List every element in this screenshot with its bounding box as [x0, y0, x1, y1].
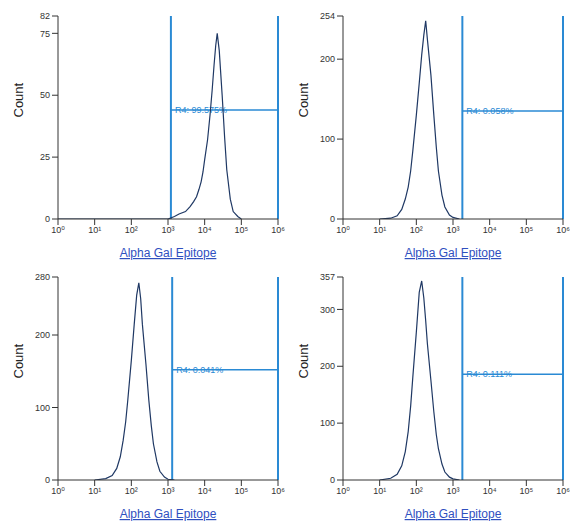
svg-text:100: 100 — [35, 403, 50, 413]
svg-text:10⁴: 10⁴ — [198, 225, 212, 235]
svg-text:200: 200 — [35, 330, 50, 340]
svg-text:82: 82 — [40, 11, 50, 21]
svg-text:10³: 10³ — [446, 486, 459, 496]
svg-text:10¹: 10¹ — [88, 225, 101, 235]
svg-text:Alpha Gal Epitope: Alpha Gal Epitope — [405, 507, 502, 521]
svg-text:10⁶: 10⁶ — [271, 486, 285, 496]
svg-text:10⁶: 10⁶ — [556, 225, 570, 235]
svg-text:Count: Count — [296, 343, 311, 378]
svg-text:100: 100 — [320, 134, 335, 144]
svg-text:10⁵: 10⁵ — [234, 486, 248, 496]
svg-text:10⁵: 10⁵ — [519, 486, 533, 496]
svg-text:10⁰: 10⁰ — [51, 486, 65, 496]
svg-text:200: 200 — [320, 54, 335, 64]
svg-text:Alpha Gal Epitope: Alpha Gal Epitope — [405, 246, 502, 260]
svg-text:R4: 0.041%: R4: 0.041% — [176, 365, 223, 375]
svg-text:R4: 0.111%: R4: 0.111% — [466, 369, 512, 379]
svg-text:Count: Count — [296, 82, 311, 117]
svg-text:R4: 99.575%: R4: 99.575% — [175, 105, 227, 115]
svg-text:10⁵: 10⁵ — [519, 225, 533, 235]
svg-text:10³: 10³ — [446, 225, 459, 235]
svg-text:254: 254 — [320, 11, 335, 21]
svg-text:10³: 10³ — [161, 486, 174, 496]
svg-text:10²: 10² — [410, 225, 423, 235]
svg-text:10²: 10² — [125, 486, 138, 496]
svg-text:25: 25 — [40, 152, 50, 162]
svg-text:Count: Count — [11, 82, 26, 117]
svg-text:10⁰: 10⁰ — [336, 486, 350, 496]
svg-text:0: 0 — [330, 214, 335, 224]
svg-text:10²: 10² — [410, 486, 423, 496]
svg-text:10⁵: 10⁵ — [234, 225, 248, 235]
svg-text:10⁴: 10⁴ — [198, 486, 212, 496]
svg-text:10¹: 10¹ — [373, 225, 386, 235]
svg-text:Alpha Gal Epitope: Alpha Gal Epitope — [120, 507, 217, 521]
svg-text:10⁴: 10⁴ — [483, 225, 497, 235]
svg-text:10¹: 10¹ — [88, 486, 101, 496]
svg-text:280: 280 — [35, 272, 50, 282]
svg-text:10⁶: 10⁶ — [271, 225, 285, 235]
svg-text:Count: Count — [11, 343, 26, 378]
svg-text:10³: 10³ — [161, 225, 174, 235]
svg-text:200: 200 — [320, 361, 335, 371]
svg-text:0: 0 — [330, 475, 335, 485]
svg-text:75: 75 — [40, 29, 50, 39]
svg-text:50: 50 — [40, 90, 50, 100]
svg-text:300: 300 — [320, 305, 335, 315]
svg-text:357: 357 — [320, 272, 335, 282]
svg-text:Alpha Gal Epitope: Alpha Gal Epitope — [120, 246, 217, 260]
svg-text:10⁶: 10⁶ — [556, 486, 570, 496]
svg-text:10²: 10² — [125, 225, 138, 235]
svg-text:100: 100 — [320, 418, 335, 428]
svg-text:R4: 0.058%: R4: 0.058% — [466, 106, 513, 116]
svg-text:10⁴: 10⁴ — [483, 486, 497, 496]
svg-text:10¹: 10¹ — [373, 486, 386, 496]
svg-text:10⁰: 10⁰ — [336, 225, 350, 235]
svg-text:10⁰: 10⁰ — [51, 225, 65, 235]
svg-text:0: 0 — [45, 475, 50, 485]
svg-text:0: 0 — [45, 214, 50, 224]
